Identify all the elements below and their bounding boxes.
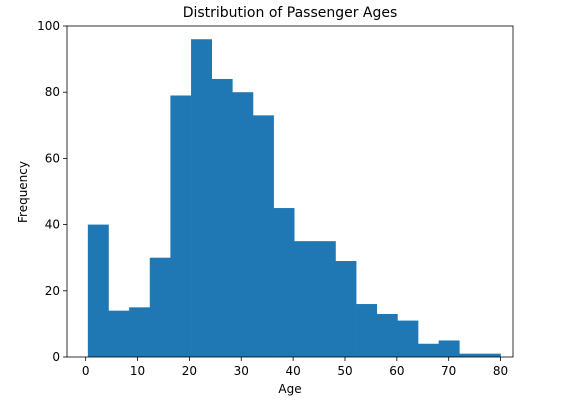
histogram-bar	[252, 115, 274, 358]
x-tick-label: 60	[389, 364, 404, 378]
chart-title: Distribution of Passenger Ages	[183, 5, 398, 21]
histogram-bar	[149, 257, 171, 357]
histogram-bar	[87, 224, 109, 357]
x-tick-label: 0	[82, 364, 90, 378]
histogram-bar	[459, 353, 481, 357]
y-tick-label: 60	[45, 151, 60, 165]
x-tick-label: 30	[234, 364, 249, 378]
histogram-bar	[191, 39, 212, 358]
y-tick-label: 100	[37, 19, 60, 33]
x-tick-label: 20	[182, 364, 197, 378]
x-tick-label: 80	[493, 364, 508, 378]
histogram-bar	[129, 307, 151, 357]
histogram-bar	[376, 313, 398, 357]
histogram-bar	[314, 241, 336, 357]
y-tick-label: 80	[45, 85, 60, 99]
histogram-bar	[418, 343, 439, 357]
x-tick-label: 10	[130, 364, 145, 378]
plot-frame	[66, 25, 514, 358]
y-tick-label: 20	[45, 284, 60, 298]
x-tick-label: 70	[441, 364, 456, 378]
y-tick-label: 0	[52, 350, 60, 364]
y-axis-ticks: 0 20 40 60 80 100	[37, 19, 67, 364]
histogram-bar	[335, 261, 357, 357]
histogram-bar	[273, 208, 295, 357]
histogram-bar	[397, 320, 419, 357]
y-axis-label: Frequency	[16, 161, 30, 223]
y-tick-label: 40	[45, 218, 60, 232]
histogram-bar	[479, 353, 501, 357]
histogram-bars	[87, 39, 501, 358]
histogram-bar	[108, 310, 130, 357]
x-tick-label: 50	[337, 364, 352, 378]
histogram-bar	[438, 340, 460, 357]
histogram-bar	[170, 95, 192, 357]
x-axis-ticks: 0 10 20 30 40 50 60 70 80	[82, 357, 508, 378]
histogram-bar	[356, 304, 378, 357]
x-axis-label: Age	[278, 382, 301, 396]
histogram-bar	[294, 241, 316, 357]
histogram-bar	[211, 78, 233, 358]
histogram-bar	[232, 92, 254, 357]
x-tick-label: 40	[285, 364, 300, 378]
